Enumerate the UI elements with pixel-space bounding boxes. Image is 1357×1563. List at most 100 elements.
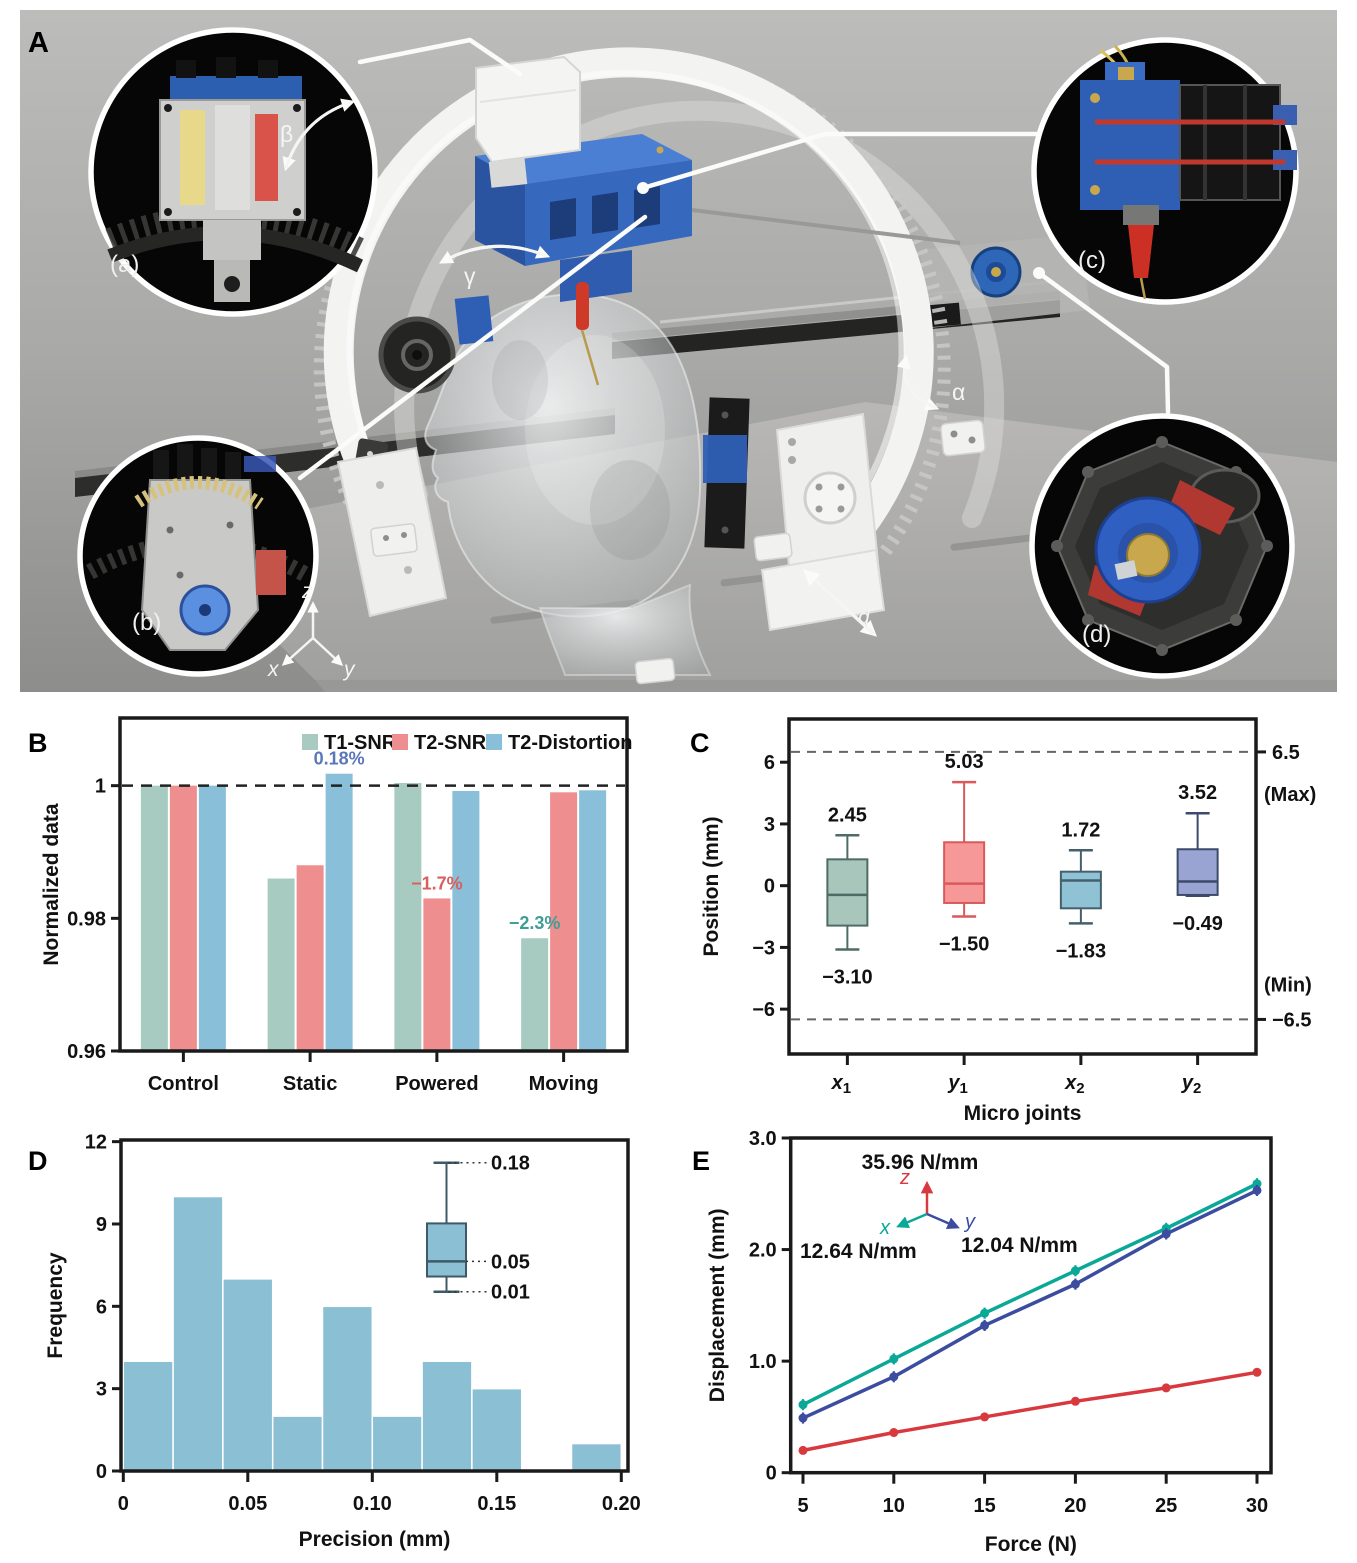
y-axis-title: Position (mm) <box>700 817 723 957</box>
series-z <box>798 1367 1262 1455</box>
callout-connectors <box>297 37 1171 481</box>
bar-annotation: −1.7% <box>411 873 463 893</box>
svg-text:Moving: Moving <box>529 1073 599 1095</box>
gamma-label: γ <box>464 263 476 289</box>
panel-a-letter: A <box>28 27 49 59</box>
stiffness-label-y: 12.04 N/mm <box>961 1234 1078 1257</box>
series-x <box>798 1178 1262 1411</box>
x-axis-title: Precision (mm) <box>299 1528 451 1551</box>
hist-bar <box>570 1442 623 1472</box>
legend-swatch-T1-SNR <box>302 734 318 750</box>
svg-text:0.98: 0.98 <box>67 908 106 930</box>
y-axis-title: Frequency <box>44 1252 67 1359</box>
point-y <box>980 1320 990 1330</box>
bar-Static-T2-Distortion <box>325 773 353 1051</box>
svg-text:−1.50: −1.50 <box>939 934 990 956</box>
hist-bar <box>172 1195 224 1472</box>
connector-d <box>1036 270 1171 415</box>
needle-hub <box>576 282 589 330</box>
inset-label-max: 0.18 <box>491 1153 530 1175</box>
point-y <box>798 1413 808 1423</box>
axis-frame <box>118 716 629 1053</box>
hist-bar <box>471 1387 523 1472</box>
legend-label: T2-Distortion <box>508 732 632 754</box>
svg-text:−1.83: −1.83 <box>1056 940 1107 962</box>
svg-text:1.0: 1.0 <box>749 1351 777 1373</box>
svg-text:Powered: Powered <box>395 1073 478 1095</box>
coordinate-triad: z x y <box>267 580 356 681</box>
svg-text:3.0: 3.0 <box>749 1128 777 1150</box>
line-y <box>801 1188 1259 1420</box>
axis-frame <box>119 1138 630 1473</box>
svg-text:0.96: 0.96 <box>67 1041 106 1063</box>
svg-text:−0.49: −0.49 <box>1172 913 1223 935</box>
bar-Moving-T2-SNR <box>550 792 578 1051</box>
beta-drive-box <box>475 55 581 188</box>
svg-text:5: 5 <box>797 1495 808 1517</box>
svg-text:3.52: 3.52 <box>1178 782 1217 804</box>
axes: 0 3 6 9 12 0 0.05 0.10 0.15 0.20 <box>85 1132 641 1515</box>
connector-b <box>297 214 648 481</box>
limit-value: −6.5 <box>1272 1009 1311 1031</box>
connector-c-dot <box>637 182 649 194</box>
bar-Moving-T2-Distortion <box>579 790 607 1051</box>
bar-annotation: 0.18% <box>314 749 365 769</box>
svg-text:x1: x1 <box>831 1072 851 1097</box>
bar-Moving-T1-SNR <box>521 938 549 1051</box>
box-x1: 2.45 −3.10 <box>822 804 873 988</box>
connector-a <box>357 37 523 77</box>
panel-e-letter: E <box>692 1146 710 1176</box>
svg-text:9: 9 <box>96 1214 107 1236</box>
hist-bar <box>371 1415 423 1472</box>
callout-c: (c) <box>1031 37 1299 305</box>
series-T2-SNR <box>169 785 578 1051</box>
hist-bar <box>421 1360 473 1472</box>
axes: −6 −3 0 3 6 x1 y1 x2 y2 <box>752 752 1201 1097</box>
limit-value: 6.5 <box>1272 742 1300 764</box>
svg-text:y2: y2 <box>1181 1072 1201 1097</box>
axis-frame <box>788 1136 1273 1475</box>
svg-text:0: 0 <box>764 876 775 898</box>
panel-e-line-chart: 0 1.0 2.0 3.0 5 10 15 20 25 30 35.96 N/mm 12.64 N/m… <box>692 1128 1273 1556</box>
y-axis-arrow <box>926 1212 960 1230</box>
point-x <box>798 1400 808 1410</box>
point-z <box>889 1428 899 1438</box>
linear-rail-rear <box>612 234 1090 359</box>
drive-pulley <box>970 246 1022 298</box>
series-T1-SNR <box>140 783 549 1051</box>
hist-bar <box>122 1360 174 1472</box>
axes: 0 1.0 2.0 3.0 5 10 15 20 25 30 <box>749 1128 1268 1517</box>
bar-Control-T1-SNR <box>140 785 168 1051</box>
mount-blocks <box>370 419 986 685</box>
legend-label: T2-SNR <box>414 732 487 754</box>
svg-text:0: 0 <box>766 1463 777 1485</box>
beta-motor-disc <box>378 316 456 394</box>
triad: z x y <box>879 1167 976 1239</box>
svg-text:2.45: 2.45 <box>828 804 867 826</box>
callout-b: (b) <box>77 435 319 677</box>
head-phantom <box>424 293 712 676</box>
line-z <box>801 1370 1259 1453</box>
svg-text:25: 25 <box>1155 1495 1177 1517</box>
legend-label: T1-SNR <box>324 732 397 754</box>
inset-boxplot: 0.18 0.05 0.01 <box>426 1153 530 1304</box>
x-axis-arrow <box>281 637 314 666</box>
svg-text:1.72: 1.72 <box>1061 819 1100 841</box>
point-z <box>980 1412 990 1422</box>
bar-Powered-T2-SNR <box>423 898 451 1051</box>
needle <box>580 329 600 386</box>
stiffness-label-z: 35.96 N/mm <box>862 1151 979 1174</box>
point-x <box>1070 1266 1080 1276</box>
point-z <box>1252 1367 1262 1377</box>
x-axis-label: x <box>267 658 280 681</box>
point-z <box>1070 1396 1080 1406</box>
push-rod <box>691 208 961 245</box>
svg-text:−3.10: −3.10 <box>822 966 873 988</box>
svg-text:x: x <box>879 1217 891 1239</box>
bar-Powered-T1-SNR <box>394 783 422 1051</box>
svg-text:−6: −6 <box>752 999 775 1021</box>
x-axis-title: Force (N) <box>985 1533 1077 1556</box>
svg-text:6: 6 <box>96 1296 107 1318</box>
point-y <box>1252 1185 1262 1195</box>
svg-text:0: 0 <box>96 1461 107 1483</box>
